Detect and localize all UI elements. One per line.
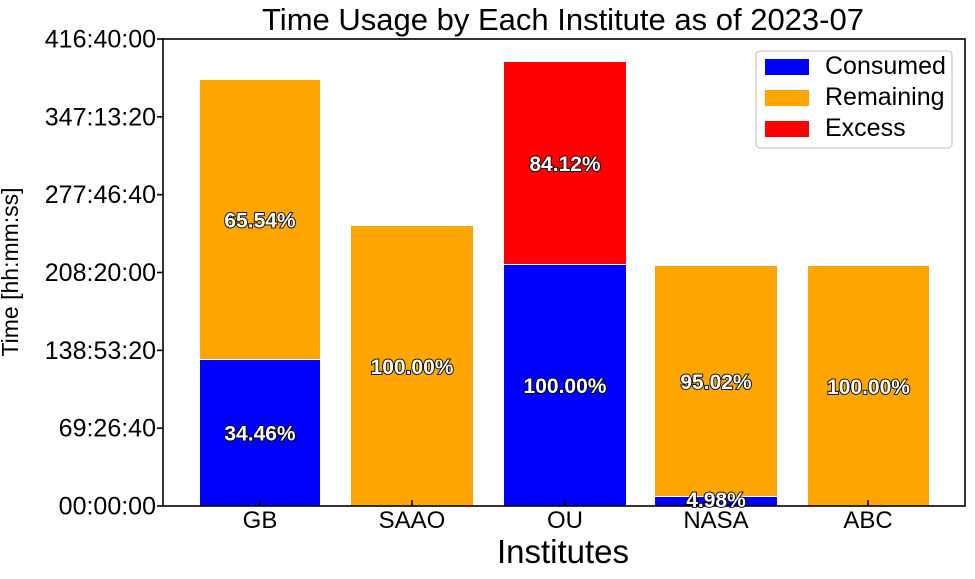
svg-text:347:13:20: 347:13:20 (45, 103, 156, 131)
svg-text:Remaining: Remaining (825, 83, 945, 111)
svg-text:95.02%: 95.02% (680, 371, 752, 394)
svg-text:00:00:00: 00:00:00 (59, 493, 156, 521)
svg-text:416:40:00: 416:40:00 (45, 26, 156, 54)
svg-text:Time [hh:mm:ss]: Time [hh:mm:ss] (0, 187, 23, 356)
svg-text:GB: GB (243, 507, 278, 534)
svg-text:34.46%: 34.46% (224, 423, 296, 446)
svg-text:ABC: ABC (843, 507, 892, 534)
svg-text:138:53:20: 138:53:20 (45, 337, 156, 365)
svg-text:Excess: Excess (825, 114, 906, 142)
svg-text:4.98%: 4.98% (686, 489, 746, 512)
svg-text:100.00%: 100.00% (827, 376, 910, 399)
svg-text:Institutes: Institutes (497, 533, 629, 570)
svg-text:208:20:00: 208:20:00 (45, 259, 156, 287)
svg-text:65.54%: 65.54% (224, 210, 296, 233)
svg-text:69:26:40: 69:26:40 (59, 415, 156, 443)
svg-text:Time Usage by Each Institute a: Time Usage by Each Institute as of 2023-… (262, 2, 864, 37)
svg-text:OU: OU (547, 507, 583, 534)
svg-text:84.12%: 84.12% (529, 153, 601, 176)
svg-text:100.00%: 100.00% (524, 375, 607, 398)
svg-text:Consumed: Consumed (825, 52, 946, 80)
svg-text:100.00%: 100.00% (371, 356, 454, 379)
svg-text:SAAO: SAAO (379, 507, 446, 534)
svg-text:277:46:40: 277:46:40 (45, 181, 156, 209)
